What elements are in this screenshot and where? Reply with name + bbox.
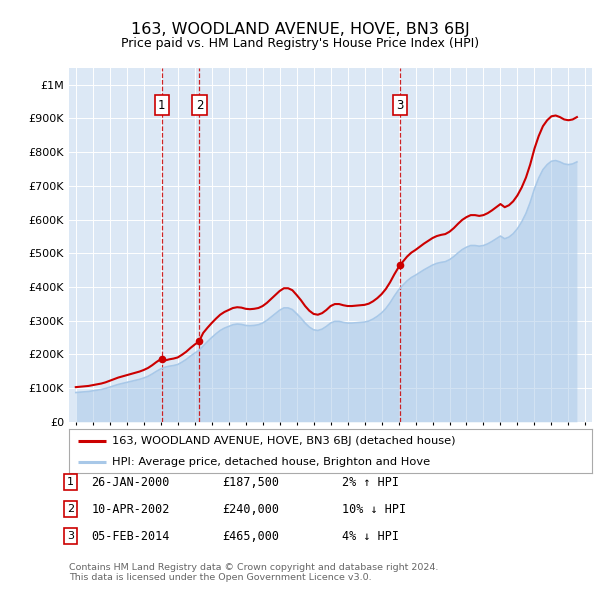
Text: 2: 2 bbox=[67, 504, 74, 514]
Text: 10% ↓ HPI: 10% ↓ HPI bbox=[342, 503, 406, 516]
Text: 05-FEB-2014: 05-FEB-2014 bbox=[91, 530, 170, 543]
Text: 10-APR-2002: 10-APR-2002 bbox=[91, 503, 170, 516]
Text: £187,500: £187,500 bbox=[222, 476, 279, 489]
Text: 163, WOODLAND AVENUE, HOVE, BN3 6BJ: 163, WOODLAND AVENUE, HOVE, BN3 6BJ bbox=[131, 22, 469, 37]
Text: 1: 1 bbox=[67, 477, 74, 487]
Text: Contains HM Land Registry data © Crown copyright and database right 2024.: Contains HM Land Registry data © Crown c… bbox=[69, 563, 439, 572]
Text: Price paid vs. HM Land Registry's House Price Index (HPI): Price paid vs. HM Land Registry's House … bbox=[121, 37, 479, 50]
Text: £240,000: £240,000 bbox=[222, 503, 279, 516]
Text: HPI: Average price, detached house, Brighton and Hove: HPI: Average price, detached house, Brig… bbox=[112, 457, 430, 467]
Text: 26-JAN-2000: 26-JAN-2000 bbox=[91, 476, 170, 489]
Text: 2% ↑ HPI: 2% ↑ HPI bbox=[342, 476, 399, 489]
Text: 4% ↓ HPI: 4% ↓ HPI bbox=[342, 530, 399, 543]
Text: 1: 1 bbox=[158, 99, 166, 112]
Text: This data is licensed under the Open Government Licence v3.0.: This data is licensed under the Open Gov… bbox=[69, 573, 371, 582]
Text: £465,000: £465,000 bbox=[222, 530, 279, 543]
Text: 163, WOODLAND AVENUE, HOVE, BN3 6BJ (detached house): 163, WOODLAND AVENUE, HOVE, BN3 6BJ (det… bbox=[112, 436, 455, 446]
Text: 2: 2 bbox=[196, 99, 203, 112]
Text: 3: 3 bbox=[397, 99, 404, 112]
Text: 3: 3 bbox=[67, 532, 74, 541]
